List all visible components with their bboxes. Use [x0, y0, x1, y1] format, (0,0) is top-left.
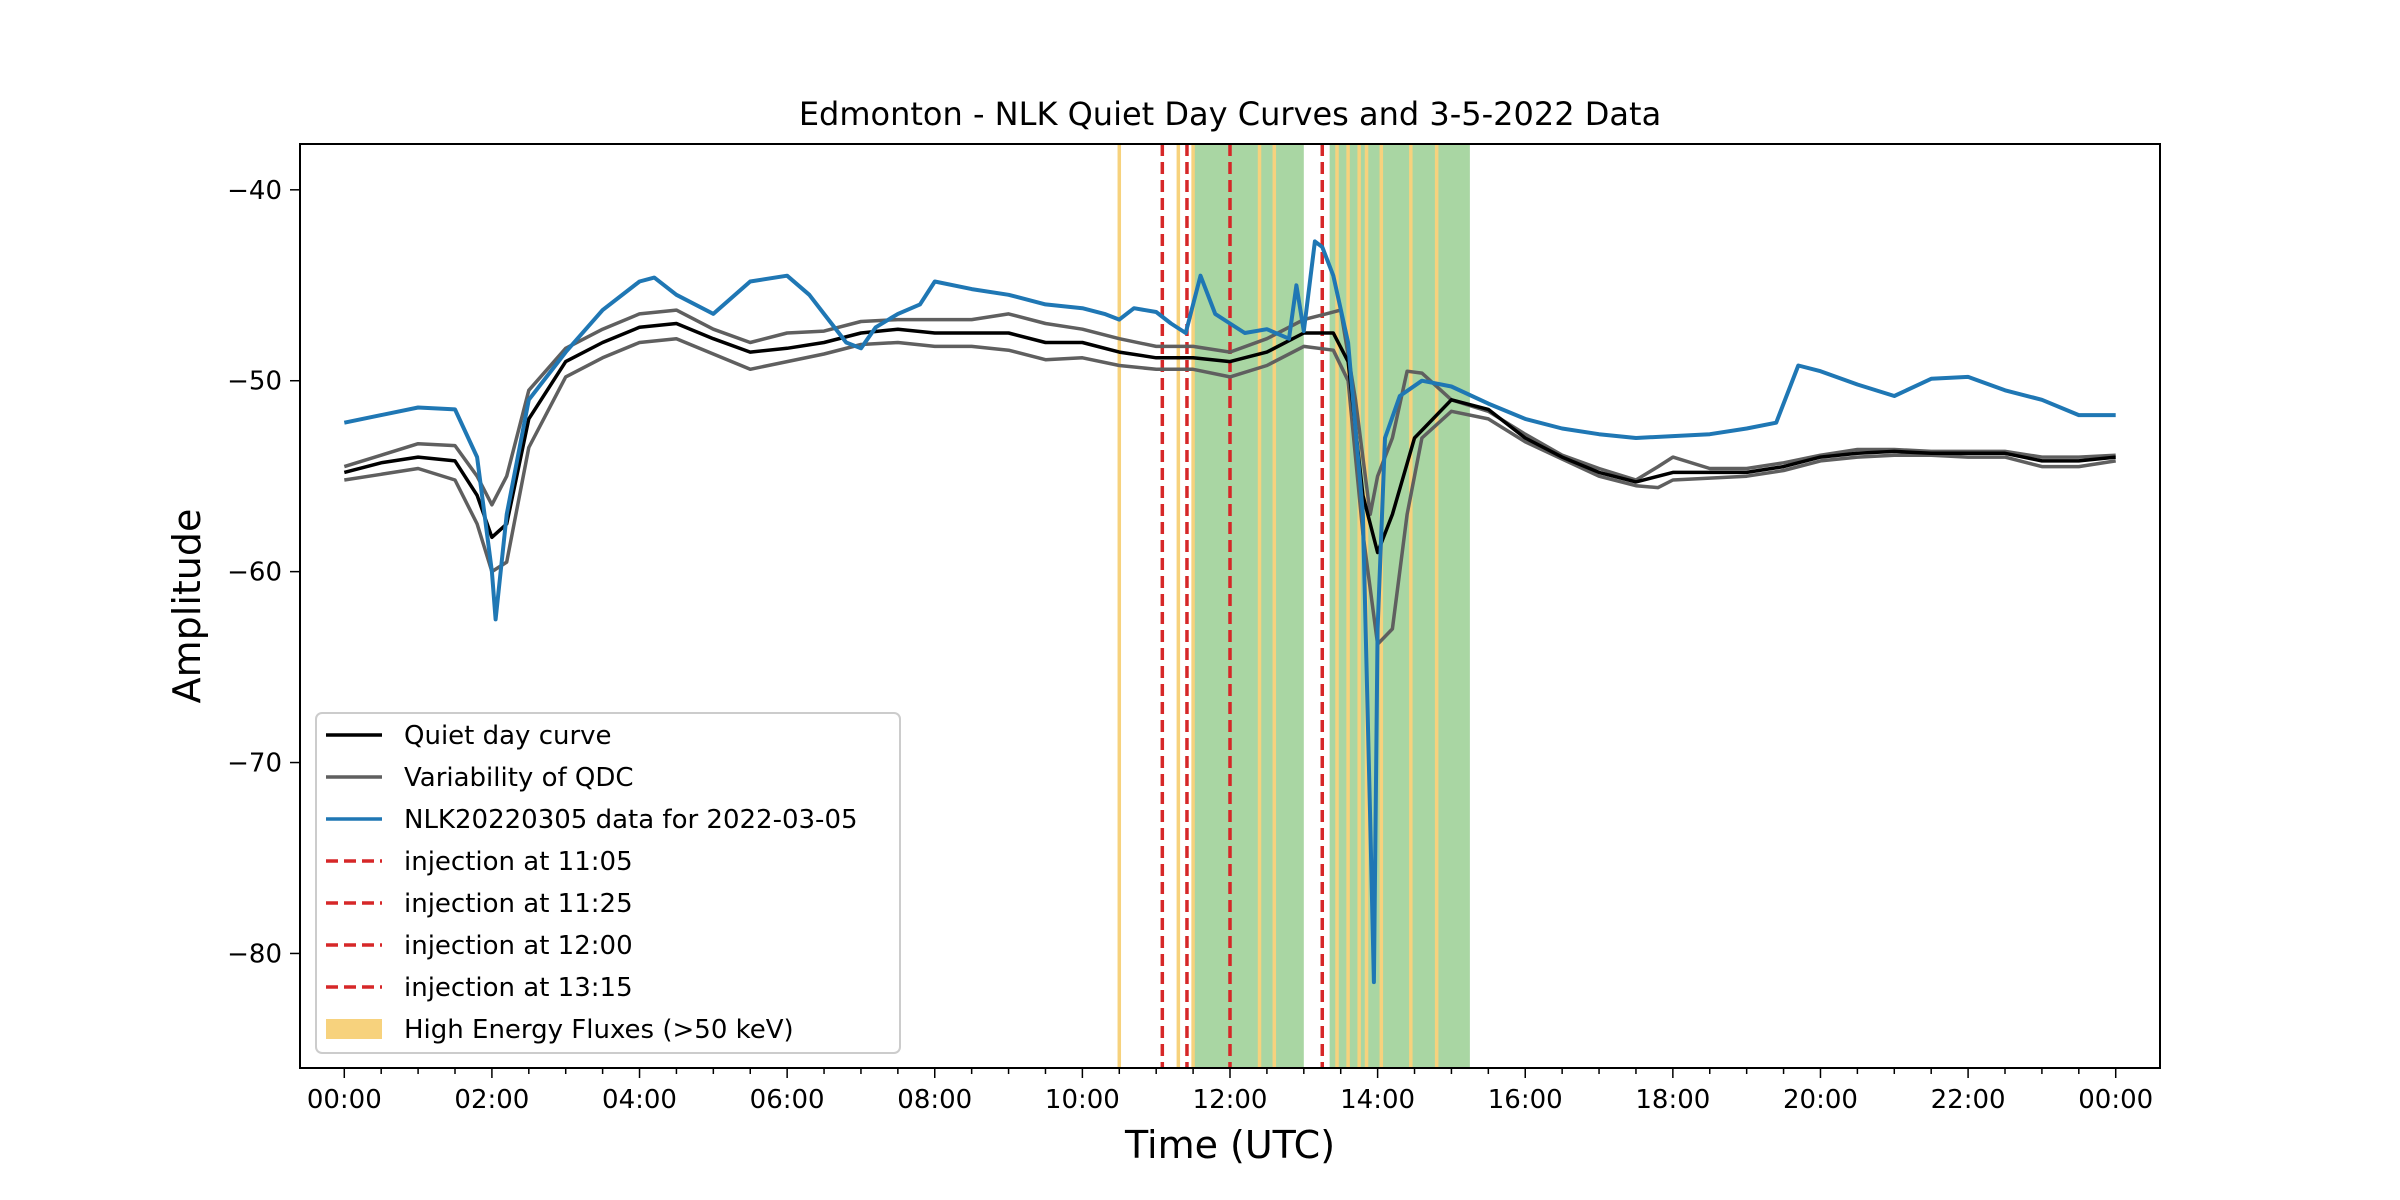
legend-box [315, 712, 901, 1054]
x-tick-label: 06:00 [750, 1085, 825, 1115]
y-axis-label: Amplitude [165, 509, 209, 704]
x-tick-label: 14:00 [1340, 1085, 1415, 1115]
x-axis-label: Time (UTC) [1124, 1123, 1335, 1167]
x-tick-label: 04:00 [602, 1085, 677, 1115]
plot-area [299, 143, 2161, 1069]
y-axis: −40 −50 −60 −70 −80 [227, 176, 300, 969]
legend: Quiet day curve Variability of QDC NLK2022… [315, 712, 901, 1054]
x-tick-label: 08:00 [897, 1085, 972, 1115]
chart-title: Edmonton - NLK Quiet Day Curves and 3-5-… [799, 95, 1661, 133]
legend-swatch [326, 1019, 382, 1039]
legend-label: injection at 13:15 [404, 973, 633, 1003]
series-lines [343, 239, 2116, 985]
x-tick-label: 22:00 [1931, 1085, 2006, 1115]
injection-lines [1160, 144, 1325, 1068]
y-tick-label: −60 [227, 558, 282, 588]
y-tick-label: −70 [227, 749, 282, 779]
x-tick-label: 16:00 [1488, 1085, 1563, 1115]
legend-label: Variability of QDC [404, 763, 634, 793]
x-tick-label: 10:00 [1045, 1085, 1120, 1115]
x-tick-label: 00:00 [307, 1085, 382, 1115]
legend-label: Quiet day curve [404, 721, 612, 751]
green-band [1329, 144, 1470, 1068]
shaded-bands [1193, 144, 1470, 1068]
series-line [343, 239, 2116, 985]
y-tick-label: −40 [227, 176, 282, 206]
series-line [344, 336, 2116, 646]
green-band [1193, 144, 1304, 1068]
x-tick-label: 00:00 [2078, 1085, 2153, 1115]
x-tick-label: 02:00 [454, 1085, 529, 1115]
legend-label: High Energy Fluxes (>50 keV) [404, 1015, 794, 1045]
x-tick-label: 18:00 [1635, 1085, 1710, 1115]
x-tick-label: 12:00 [1193, 1085, 1268, 1115]
y-tick-label: −80 [227, 939, 282, 969]
legend-label: injection at 11:05 [404, 847, 633, 877]
y-tick-label: −50 [227, 367, 282, 397]
x-tick-label: 20:00 [1783, 1085, 1858, 1115]
legend-label: injection at 12:00 [404, 931, 633, 961]
legend-label: injection at 11:25 [404, 889, 633, 919]
x-axis: 00:00 02:00 04:00 06:00 08:00 10:00 12:00 14:00… [307, 1068, 2153, 1115]
series-line [343, 321, 2116, 555]
legend-label: NLK20220305 data for 2022-03-05 [404, 805, 858, 835]
